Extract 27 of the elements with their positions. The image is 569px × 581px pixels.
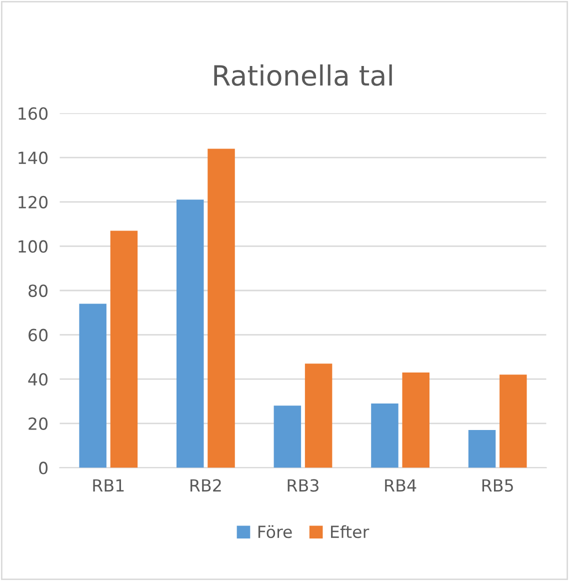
- bar: [304, 364, 332, 468]
- x-tick-label: RB5: [482, 479, 513, 492]
- y-tick-label: 120: [18, 196, 48, 208]
- x-tick-label: RB2: [190, 479, 221, 492]
- x-tick-label: RB1: [93, 479, 124, 492]
- bar: [402, 372, 430, 468]
- y-tick-label: 140: [18, 152, 48, 164]
- bar: [371, 403, 398, 468]
- bar: [208, 148, 235, 468]
- bar: [500, 374, 527, 468]
- y-tick-label: 60: [28, 328, 48, 342]
- y-tick-label: 160: [18, 107, 48, 120]
- bar: [176, 200, 204, 468]
- y-tick-label: 0: [39, 462, 48, 474]
- bar: [274, 406, 302, 468]
- y-tick-label: 20: [28, 417, 48, 430]
- bar: [79, 304, 106, 468]
- y-tick-label: 100: [18, 240, 48, 253]
- x-tick-label: RB4: [385, 479, 416, 492]
- bar: [110, 230, 138, 468]
- y-tick-label: 40: [28, 373, 48, 386]
- legend-label: Före: [258, 525, 292, 538]
- bar: [468, 430, 496, 468]
- y-tick-label: 80: [28, 284, 48, 298]
- x-tick-label: RB3: [288, 479, 318, 492]
- legend-label: Efter: [331, 525, 370, 538]
- chart-title: Rationella tal: [214, 64, 392, 86]
